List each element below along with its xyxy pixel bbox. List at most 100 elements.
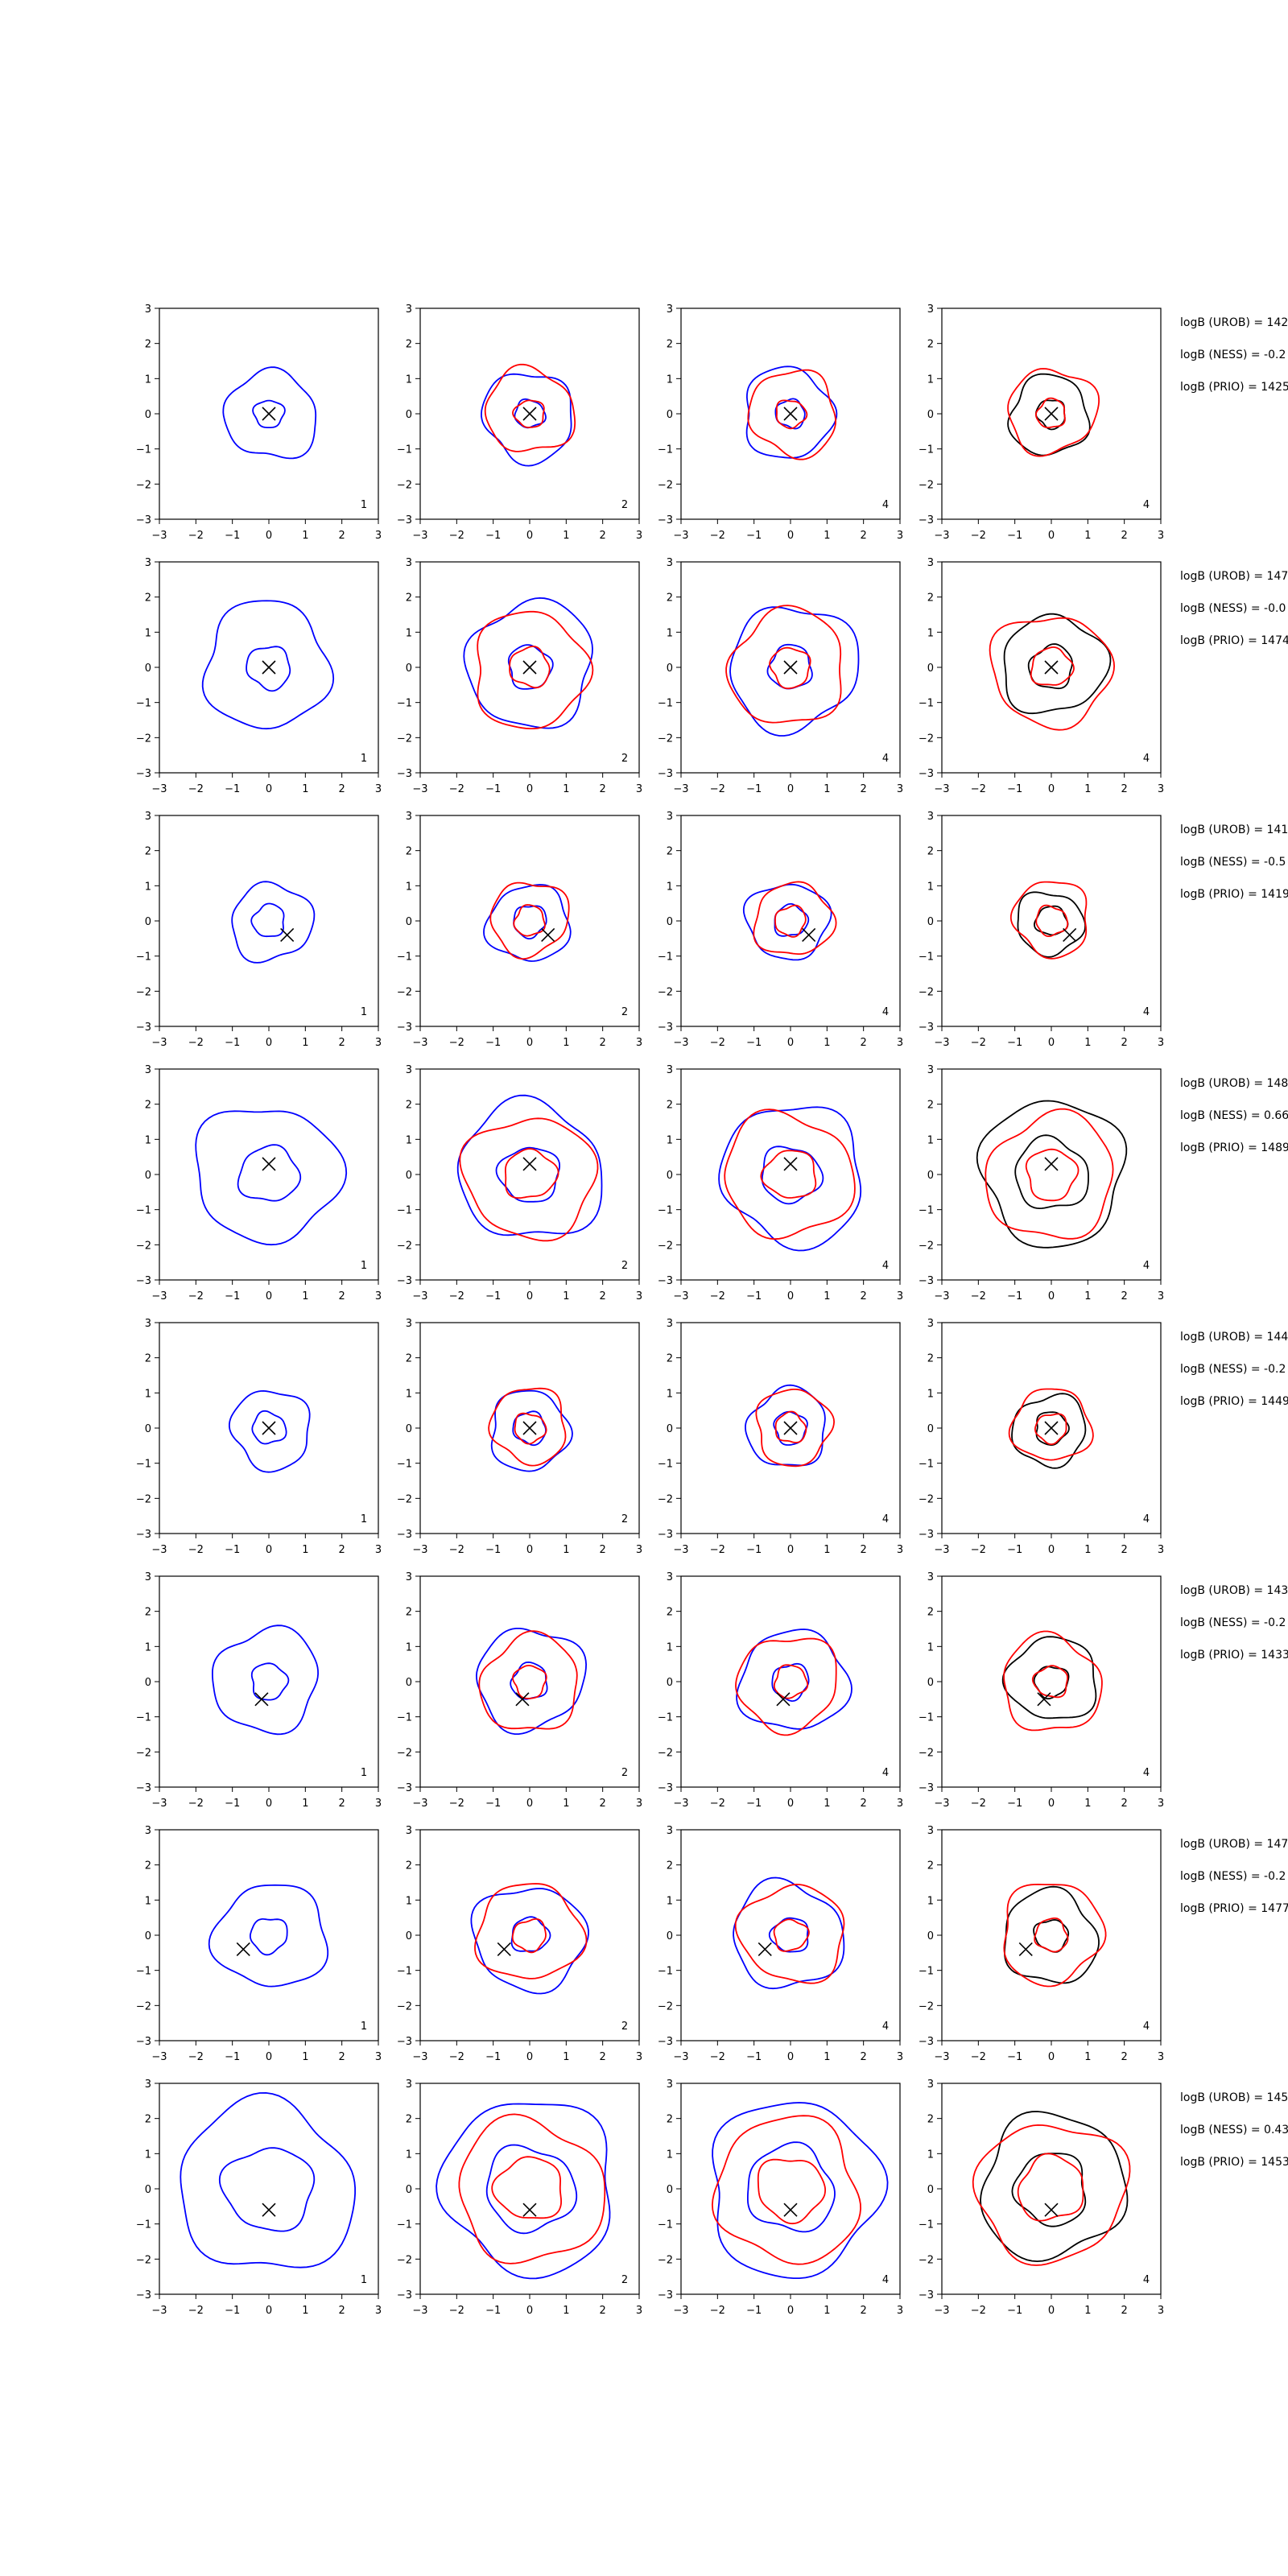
y-tick-label: 0 [927, 1170, 934, 1182]
y-tick-label: −2 [919, 1240, 934, 1252]
x-tick-label: −3 [934, 1290, 949, 1302]
panel-r5-c2: −3−3 −2 −2 −1 −1 0 0 1 1 2 2 3 3 2 [397, 1318, 642, 1556]
x-tick-label: 0 [787, 783, 794, 795]
x-tick-label: 1 [1084, 783, 1091, 795]
ness-contour [513, 904, 546, 937]
panel-r1-c4: −3−3 −2 −2 −1 −1 0 0 1 1 2 2 3 3 4 [919, 303, 1164, 542]
x-tick-label: 2 [1121, 783, 1128, 795]
y-tick-label: −2 [658, 1493, 673, 1505]
y-tick-label: −3 [658, 768, 673, 780]
x-tick-label: −3 [934, 1544, 949, 1556]
y-tick-label: 3 [406, 811, 412, 823]
ness-contour [755, 1389, 836, 1468]
y-tick-label: 1 [145, 1388, 151, 1400]
y-tick-label: −1 [919, 1966, 934, 1978]
panel-count-label: 4 [882, 499, 889, 511]
y-tick-label: 1 [927, 1388, 934, 1400]
y-tick-label: 1 [667, 627, 673, 639]
axes-frame [419, 1068, 640, 1281]
uniform-contour [237, 1144, 302, 1202]
ness-contour [985, 1108, 1114, 1240]
axes-frame [680, 1575, 901, 1788]
panel-count-label: 1 [361, 2274, 367, 2286]
true-value-marker [1037, 1692, 1051, 1707]
x-tick-label: −3 [151, 530, 167, 542]
contour-group [976, 1100, 1128, 1249]
y-tick-label: −2 [397, 2000, 412, 2013]
contour-group [711, 2102, 889, 2279]
x-tick-label: −3 [934, 2305, 949, 2317]
x-tick-label: 3 [375, 530, 382, 542]
y-tick-label: −3 [136, 1782, 151, 1794]
contour-group [488, 1387, 573, 1472]
true-value-marker [1044, 1157, 1059, 1171]
ness-contour [458, 2113, 606, 2264]
logb-annotation: logB (UROB) = 141 [1180, 824, 1288, 836]
uniform-contour [490, 1389, 573, 1472]
contour-group [972, 2111, 1131, 2266]
panel-r5-c3: −3−3 −2 −2 −1 −1 0 0 1 1 2 2 3 3 4 [658, 1318, 903, 1556]
x-tick-label: 2 [600, 783, 606, 795]
y-tick-label: −1 [658, 952, 673, 964]
x-tick-label: 2 [861, 1290, 867, 1302]
true-value-marker [236, 1942, 250, 1957]
logb-annotation: logB (PRIO) = 1489 [1180, 1141, 1288, 1154]
x-tick-label: 0 [787, 1798, 794, 1810]
y-tick-label: 2 [667, 846, 673, 858]
y-tick-label: −3 [136, 768, 151, 780]
true-value-marker [758, 1942, 772, 1957]
y-tick-label: 1 [927, 374, 934, 386]
x-tick-label: −1 [1007, 783, 1022, 795]
x-tick-label: 3 [375, 1798, 382, 1810]
y-tick-label: −1 [658, 1712, 673, 1724]
y-tick-label: 0 [145, 2184, 151, 2196]
x-tick-label: 0 [787, 1544, 794, 1556]
x-tick-label: 2 [861, 1037, 867, 1049]
y-tick-label: −1 [136, 952, 151, 964]
contour-group [1007, 368, 1100, 457]
x-tick-label: 0 [266, 1798, 272, 1810]
contour-group [483, 881, 572, 962]
ness-contour [1003, 1883, 1107, 1988]
uniform-contour [222, 366, 317, 460]
x-tick-label: 0 [266, 2305, 272, 2317]
panel-count-label: 4 [882, 2021, 889, 2033]
y-tick-label: 0 [145, 1930, 151, 1942]
panel-r7-c4: −3−3 −2 −2 −1 −1 0 0 1 1 2 2 3 3 4 [919, 1825, 1164, 2063]
panel-r1-c2: −3−3 −2 −2 −1 −1 0 0 1 1 2 2 3 3 2 [397, 303, 642, 542]
true-value-marker [262, 2202, 276, 2217]
y-tick-label: −1 [397, 1459, 412, 1471]
panel-r7-c2: −3−3 −2 −2 −1 −1 0 0 1 1 2 2 3 3 2 [397, 1825, 642, 2063]
y-tick-label: 0 [406, 916, 412, 928]
y-tick-label: 3 [927, 1318, 934, 1330]
panel-count-label: 4 [1143, 499, 1150, 511]
ness-contour [474, 1883, 588, 1979]
x-tick-label: 3 [1158, 1798, 1164, 1810]
uniform-contour [514, 398, 547, 429]
panel-count-label: 2 [621, 1767, 628, 1779]
x-tick-label: −2 [971, 530, 986, 542]
true-value-marker [262, 1157, 276, 1171]
axes-frame [419, 1575, 640, 1788]
contour-group [201, 600, 335, 730]
x-tick-label: −3 [673, 1798, 688, 1810]
y-tick-label: −1 [136, 1205, 151, 1217]
x-tick-label: 3 [375, 1544, 382, 1556]
logb-annotation: logB (NESS) = 0.66 [1180, 1109, 1288, 1122]
ness-contour [512, 399, 545, 428]
x-tick-label: 3 [1158, 1037, 1164, 1049]
y-tick-label: −2 [397, 986, 412, 998]
y-tick-label: −2 [397, 479, 412, 491]
y-tick-label: −1 [919, 2219, 934, 2231]
true-value-marker [280, 927, 295, 943]
x-tick-label: −2 [449, 1290, 464, 1302]
y-tick-label: 1 [927, 1895, 934, 1907]
y-tick-label: 3 [667, 811, 673, 823]
y-tick-label: 3 [145, 1825, 151, 1837]
y-tick-label: 0 [927, 1930, 934, 1942]
true-value-marker [1063, 927, 1077, 943]
contour-group [1003, 1883, 1107, 1988]
y-tick-label: 3 [145, 2079, 151, 2091]
uniform-contour [470, 1888, 589, 1995]
x-tick-label: −1 [485, 1037, 501, 1049]
